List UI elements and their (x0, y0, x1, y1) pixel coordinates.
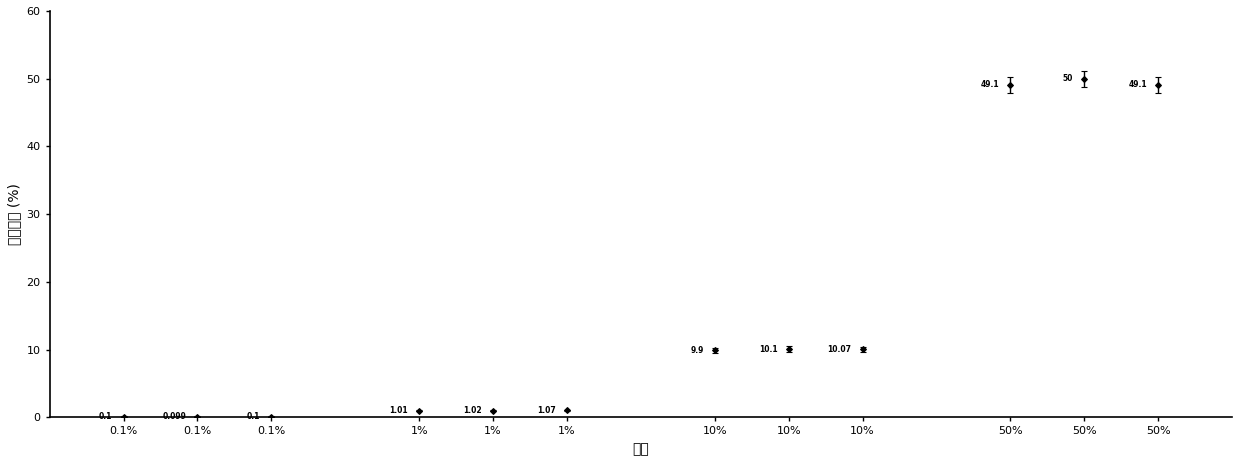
Text: 0.1: 0.1 (247, 412, 260, 421)
Text: 0.1: 0.1 (99, 412, 113, 421)
Text: 10.07: 10.07 (828, 345, 851, 354)
Text: 9.9: 9.9 (690, 346, 704, 355)
Y-axis label: 分数丰度 (%): 分数丰度 (%) (7, 183, 21, 245)
Text: 1.02: 1.02 (463, 406, 482, 415)
Text: 50: 50 (1063, 74, 1073, 83)
Text: 49.1: 49.1 (980, 80, 1000, 89)
X-axis label: 样本: 样本 (632, 442, 649, 456)
Text: 49.1: 49.1 (1129, 80, 1147, 89)
Text: 1.07: 1.07 (538, 406, 556, 415)
Text: 0.099: 0.099 (162, 412, 186, 421)
Text: 10.1: 10.1 (760, 344, 778, 354)
Text: 1.01: 1.01 (389, 406, 408, 415)
